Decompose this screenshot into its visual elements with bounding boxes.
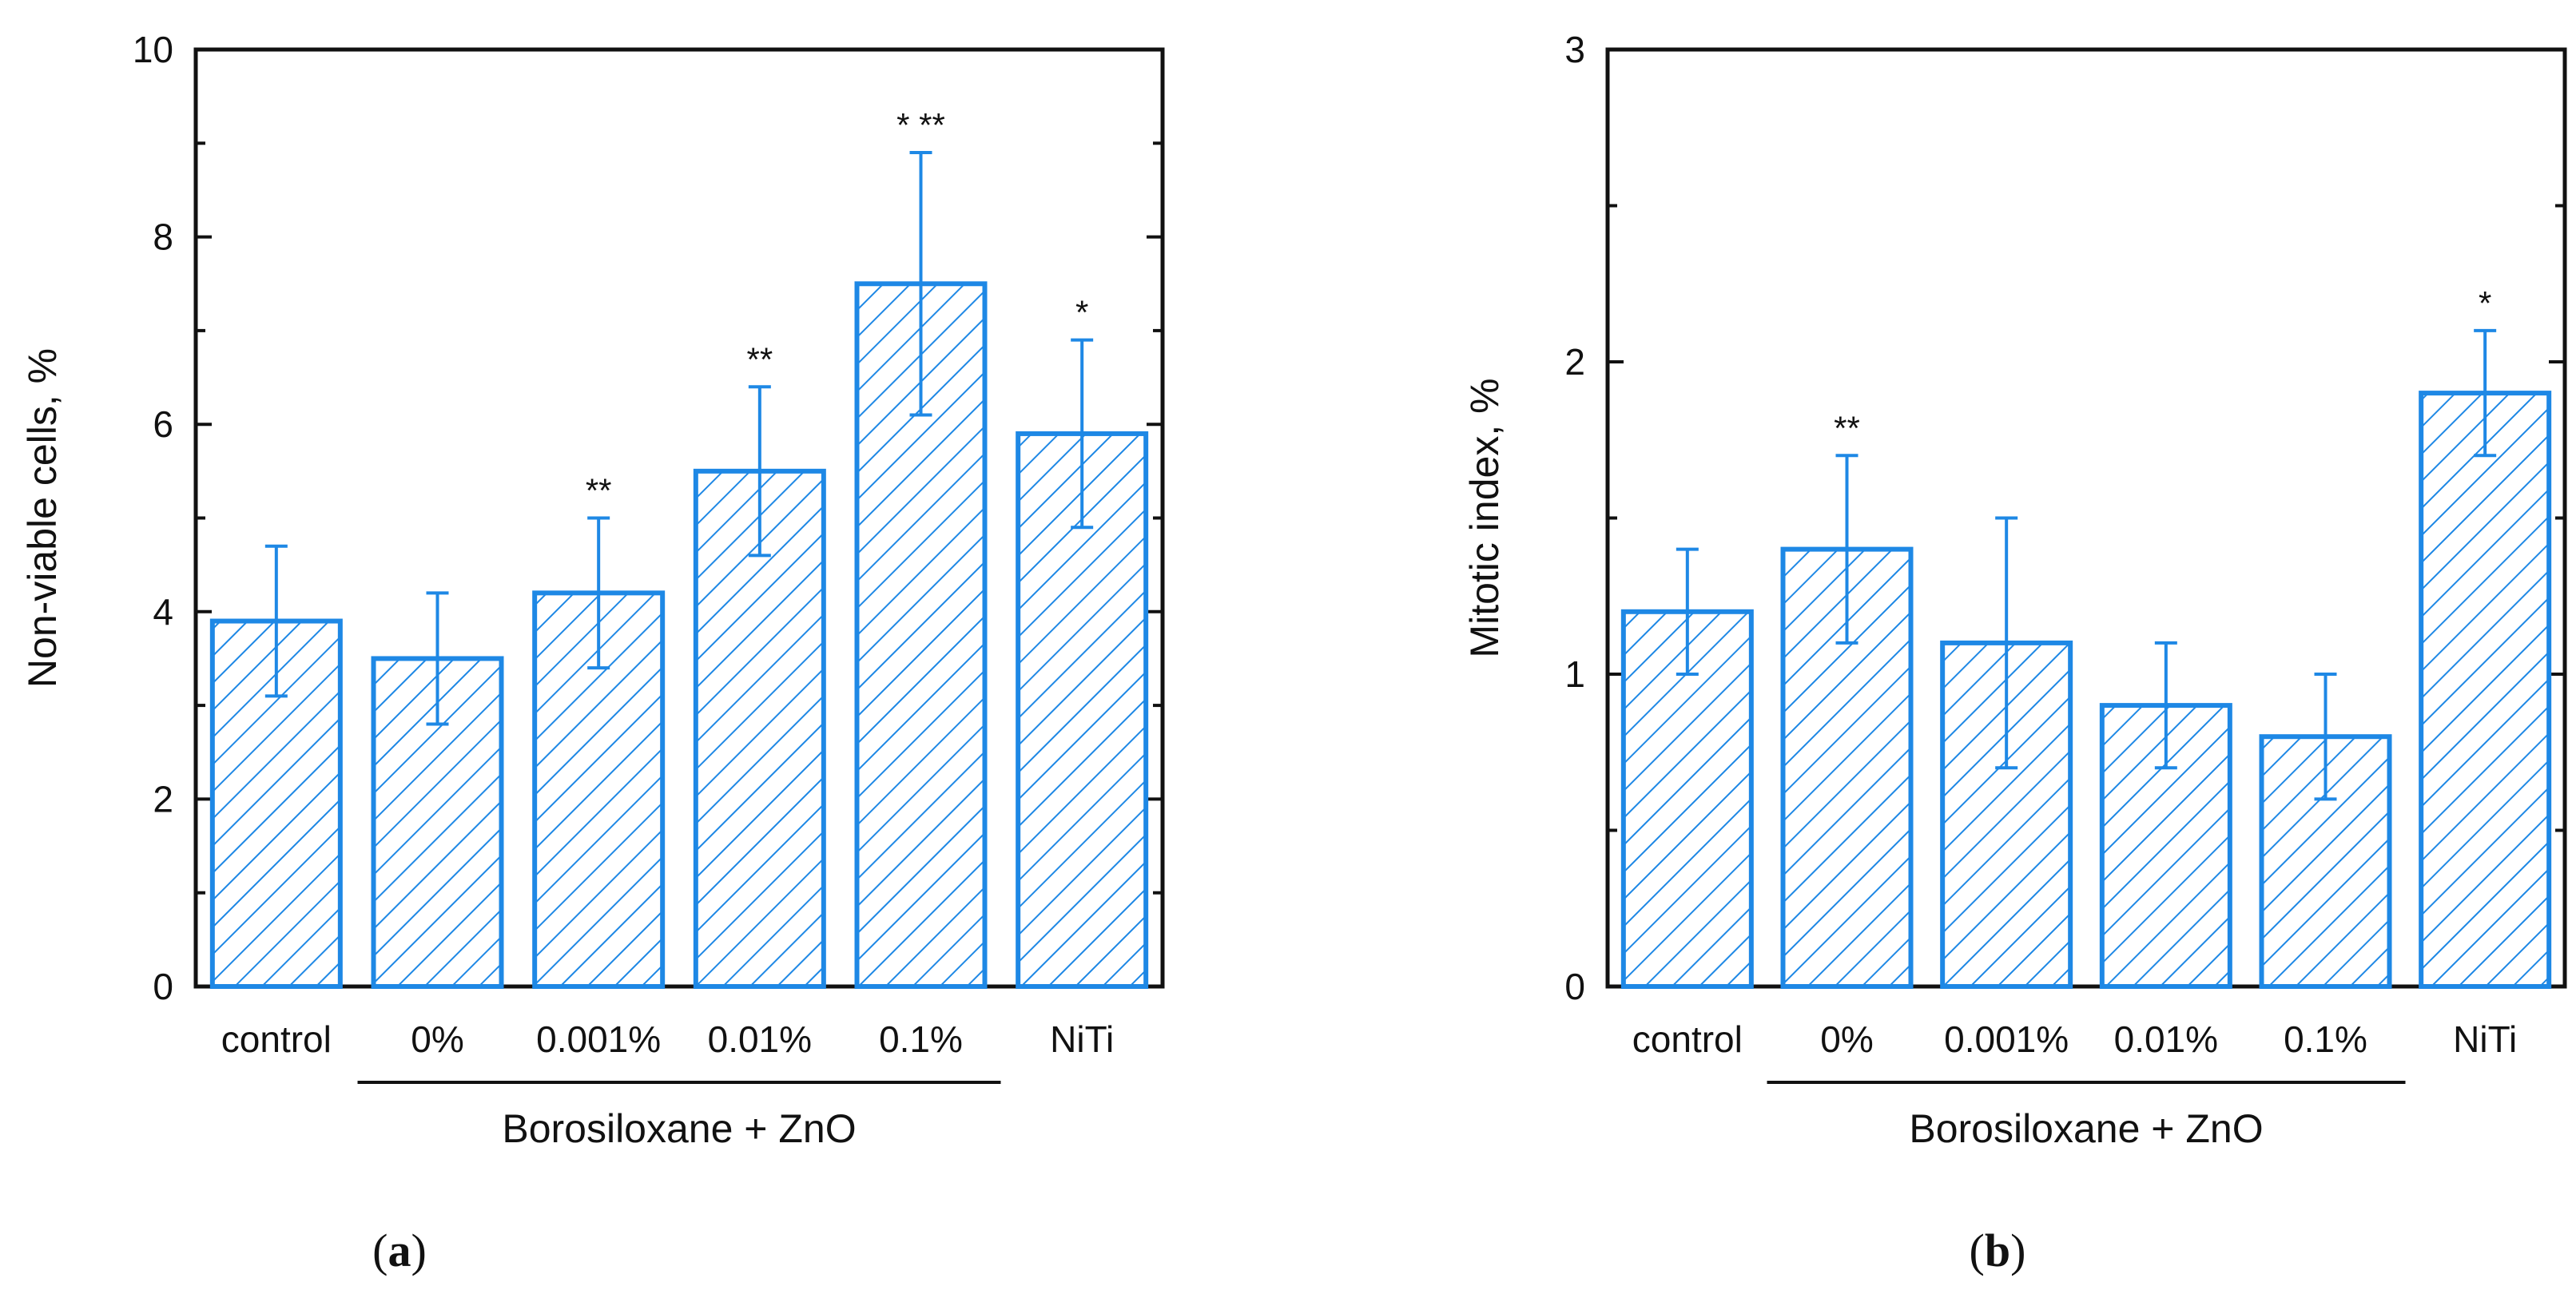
y-tick-label: 1 [1564, 653, 1585, 695]
bar-1 [371, 656, 504, 989]
x-category-label-4: 0.1% [2284, 1018, 2367, 1060]
x-category-label-3: 0.01% [2114, 1018, 2218, 1060]
y-tick-label: 8 [153, 216, 173, 258]
y-tick-label: 2 [1564, 341, 1585, 383]
significance-marker-2: ** [586, 472, 612, 510]
significance-marker-5: * [1075, 294, 1088, 331]
x-category-label-0: control [221, 1018, 332, 1060]
x-category-label-2: 0.001% [1944, 1018, 2069, 1060]
panel-label-letter: b [1985, 1225, 2010, 1276]
x-category-label-5: NiTi [2453, 1018, 2517, 1060]
x-category-label-1: 0% [1820, 1018, 1873, 1060]
y-axis-title: Non-viable cells, % [20, 348, 65, 688]
y-tick-label: 3 [1564, 29, 1585, 70]
y-tick-label: 0 [1564, 966, 1585, 1007]
significance-marker-1: ** [1834, 409, 1860, 447]
x-category-label-1: 0% [411, 1018, 463, 1060]
bar-5 [2419, 391, 2552, 990]
y-tick-label: 0 [153, 966, 173, 1007]
significance-marker-5: * [2479, 284, 2491, 322]
significance-marker-3: ** [746, 340, 773, 378]
x-category-label-2: 0.001% [536, 1018, 661, 1060]
chart-panel-a: 0 2 4 6 8 10 Non-viable cells, % control 0% ** 0.0… [20, 29, 1165, 1276]
y-tick-label: 10 [133, 29, 173, 70]
group-label: Borosiloxane + ZnO [502, 1106, 856, 1151]
x-category-label-5: NiTi [1050, 1018, 1114, 1060]
x-category-label-3: 0.01% [708, 1018, 812, 1060]
significance-marker-4: * ** [896, 106, 945, 144]
y-tick-label: 2 [153, 778, 173, 820]
chart-panel-b: 0 1 2 3 Mitotic index, % control ** 0% 0.001% 0.0… [1462, 29, 2567, 1276]
y-tick-label: 6 [153, 403, 173, 445]
y-tick-label: 4 [153, 591, 173, 633]
panel-label: (a) [372, 1225, 427, 1276]
panel-label: (b) [1970, 1225, 2026, 1276]
x-category-label-4: 0.1% [879, 1018, 963, 1060]
panel-label-letter: a [388, 1225, 411, 1276]
x-category-label-0: control [1632, 1018, 1743, 1060]
y-axis-title: Mitotic index, % [1462, 378, 1507, 657]
group-label: Borosiloxane + ZnO [1909, 1106, 2263, 1151]
